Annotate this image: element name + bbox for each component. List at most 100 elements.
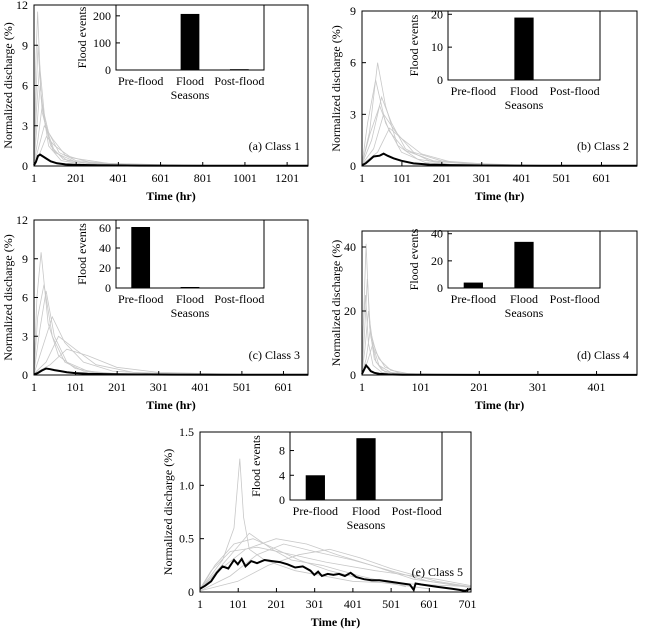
panel-caption: (a) Class 1: [249, 139, 300, 153]
series-mean-line: [361, 152, 637, 167]
series-member-line: [33, 135, 182, 166]
inset-bar: [514, 241, 534, 288]
x-axis-label: Time (hr): [475, 189, 524, 203]
series-member-line: [361, 127, 522, 166]
inset-y-tick-label: 20: [431, 7, 443, 21]
inset-category-label: Post-flood: [550, 84, 600, 98]
series-member-line: [361, 294, 397, 376]
inset-category-label: Post-flood: [550, 292, 600, 306]
x-tick-label: 1: [359, 380, 365, 394]
series-member-line: [199, 543, 472, 592]
inset-y-tick-label: 40: [99, 241, 111, 255]
series-member-line: [33, 65, 129, 166]
x-tick-label: 401: [109, 171, 127, 185]
x-tick-label: 301: [306, 597, 324, 611]
x-tick-label: 201: [267, 597, 285, 611]
y-tick-label: 12: [16, 213, 28, 227]
x-tick-label: 701: [459, 597, 477, 611]
y-tick-label: 3: [22, 119, 28, 133]
y-tick-label: 9: [350, 4, 356, 18]
inset-y-tick-label: 0: [105, 63, 111, 77]
inset-bar: [356, 438, 376, 500]
inset-x-axis-label: Seasons: [171, 306, 210, 320]
x-tick-label: 401: [513, 171, 531, 185]
inset-bar-chart: Pre-flood Flood Post-flood 0 10 20 Seasons Floo…: [407, 7, 601, 112]
y-tick-label: 0: [22, 368, 28, 382]
series-member-line: [33, 124, 140, 166]
y-tick-label: 0: [22, 159, 28, 173]
y-axis-label: Normalized discharge (%): [1, 234, 15, 360]
x-tick-label: 1201: [275, 171, 299, 185]
x-tick-label: 101: [393, 171, 411, 185]
x-tick-label: 101: [229, 597, 247, 611]
series-member-line: [33, 11, 87, 166]
x-tick-label: 501: [233, 380, 251, 394]
inset-bar-chart: Pre-flood Flood Post-flood 0 20 40 Seasons Floo…: [407, 227, 601, 320]
y-tick-label: 20: [344, 304, 356, 318]
series-member-line: [33, 348, 242, 375]
y-axis-label: Normalized discharge (%): [1, 22, 15, 148]
series-member-line: [33, 105, 203, 166]
series-mean-line: [199, 556, 472, 593]
panel-4: 1 101 201 301 401 0 20 40 Time (hr) Normalized di…: [329, 227, 638, 412]
y-tick-label: 3: [350, 107, 356, 121]
y-tick-label: 9: [22, 252, 28, 266]
x-tick-label: 201: [108, 380, 126, 394]
inset-y-tick-label: 40: [431, 227, 443, 241]
y-tick-label: 6: [22, 291, 28, 305]
y-tick-label: 0: [350, 159, 356, 173]
inset-category-label: Post-flood: [214, 292, 264, 306]
x-tick-label: 301: [150, 380, 168, 394]
inset-category-label: Flood: [352, 504, 380, 518]
series-member-line: [361, 310, 415, 376]
inset-y-tick-label: 8: [279, 444, 285, 458]
series-member-line: [199, 538, 468, 591]
inset-x-axis-label: Seasons: [171, 88, 210, 102]
inset-bar: [514, 17, 534, 81]
inset-y-tick-label: 4: [279, 468, 285, 482]
inset-x-axis-label: Seasons: [505, 98, 544, 112]
inset-category-label: Pre-flood: [451, 84, 496, 98]
x-axis-label: Time (hr): [475, 398, 524, 412]
inset-bar: [180, 13, 200, 70]
inset-category-label: Pre-flood: [451, 292, 496, 306]
y-tick-label: 0: [188, 585, 194, 599]
series-member-line: [361, 341, 450, 376]
x-tick-label: 801: [194, 171, 212, 185]
series-member-line: [361, 243, 432, 376]
inset-y-tick-label: 0: [437, 281, 443, 295]
inset-frame: [289, 431, 443, 501]
y-tick-label: 3: [22, 329, 28, 343]
panel-caption: (c) Class 3: [249, 348, 300, 362]
x-tick-label: 601: [274, 380, 292, 394]
inset-bar: [305, 475, 325, 500]
y-tick-label: 6: [350, 56, 356, 70]
x-tick-label: 501: [382, 597, 400, 611]
inset-category-label: Post-flood: [214, 74, 264, 88]
x-axis-label: Time (hr): [146, 398, 195, 412]
y-tick-label: 0: [350, 368, 356, 382]
y-tick-label: 9: [22, 38, 28, 52]
inset-y-tick-label: 0: [105, 281, 111, 295]
x-tick-label: 1: [31, 380, 37, 394]
x-tick-label: 1001: [233, 171, 257, 185]
inset-category-label: Flood: [176, 292, 204, 306]
inset-bar: [463, 282, 483, 288]
x-axis-label: Time (hr): [311, 615, 360, 629]
x-tick-label: 601: [152, 171, 170, 185]
y-tick-label: 1.5: [179, 425, 194, 439]
x-tick-label: 201: [433, 171, 451, 185]
series-member-line: [33, 335, 200, 375]
inset-category-label: Flood: [510, 84, 538, 98]
y-axis-label: Normalized discharge (%): [329, 240, 343, 366]
inset-bar-chart: Pre-flood Flood Post-flood 0 20 40 60 Seasons Fl…: [75, 219, 265, 320]
inset-category-label: Flood: [510, 292, 538, 306]
series-member-line: [361, 330, 432, 376]
series-member-line: [361, 104, 490, 166]
inset-y-tick-label: 200: [93, 9, 111, 23]
x-tick-label: 101: [67, 380, 85, 394]
x-axis-label: Time (hr): [146, 189, 195, 203]
panel-5: 1 101 201 301 401 501 601 701 0 0.5 1.0 1.5 Time (hr…: [161, 425, 477, 629]
x-tick-label: 101: [412, 380, 430, 394]
x-tick-label: 201: [67, 171, 85, 185]
